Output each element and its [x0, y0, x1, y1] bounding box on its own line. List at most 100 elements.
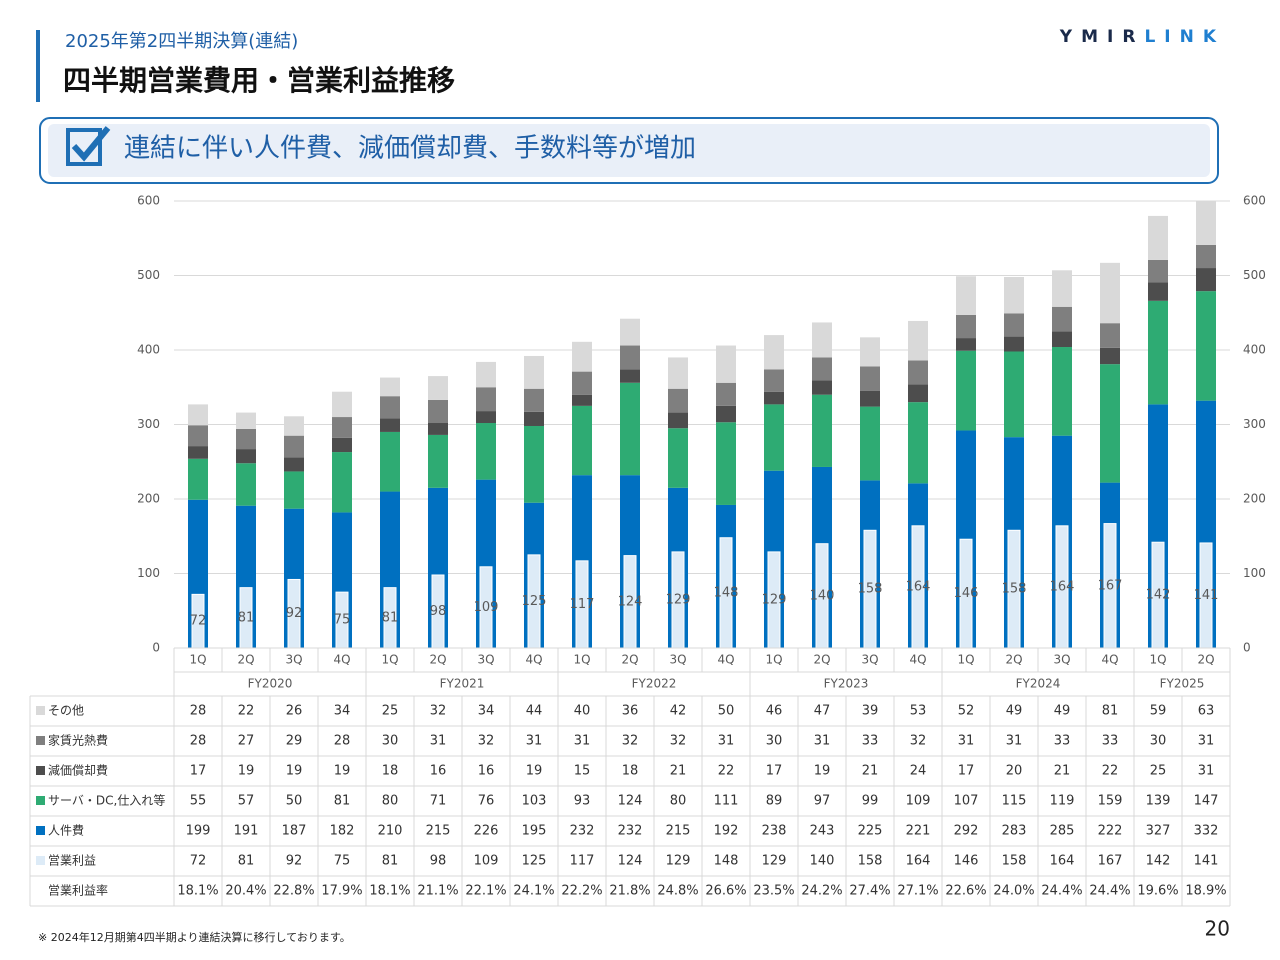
- table-cell: 22.6%: [945, 884, 986, 899]
- x-tick-label: 1Q: [573, 653, 590, 667]
- profit-label: 81: [382, 610, 399, 625]
- table-cell: 24.4%: [1089, 884, 1130, 899]
- table-cell: 18: [382, 764, 399, 779]
- bar-segment: [332, 437, 352, 453]
- bar-segment: [1100, 347, 1120, 365]
- table-cell: 19: [814, 764, 831, 779]
- logo-right: LINK: [1144, 27, 1225, 47]
- table-cell: 192: [714, 824, 739, 839]
- table-cell: 26.6%: [705, 884, 746, 899]
- legend-swatch: [36, 796, 45, 805]
- row-label: 営業利益率: [48, 883, 108, 898]
- table-cell: 142: [1146, 854, 1171, 869]
- bar-segment: [908, 402, 928, 484]
- bar-segment: [188, 458, 208, 500]
- bar-segment: [668, 412, 688, 429]
- bar-segment: [1148, 215, 1168, 260]
- table-cell: 332: [1194, 824, 1219, 839]
- table-cell: 72: [190, 854, 207, 869]
- table-cell: 32: [430, 704, 447, 719]
- bar-segment: [524, 355, 544, 389]
- table-cell: 30: [766, 734, 783, 749]
- bar-segment: [620, 369, 640, 383]
- bar-segment: [764, 404, 784, 471]
- table-cell: 141: [1194, 854, 1219, 869]
- table-cell: 33: [1102, 734, 1119, 749]
- y2-tick-label: 0: [1243, 641, 1251, 655]
- table-cell: 24.1%: [513, 884, 554, 899]
- bar-segment: [1004, 351, 1024, 438]
- table-cell: 111: [714, 794, 739, 809]
- table-cell: 81: [382, 854, 399, 869]
- table-cell: 22.1%: [465, 884, 506, 899]
- table-cell: 81: [334, 794, 351, 809]
- table-cell: 47: [814, 704, 831, 719]
- x-tick-label: 4Q: [1101, 653, 1118, 667]
- table-cell: 81: [238, 854, 255, 869]
- bar-segment: [284, 435, 304, 458]
- table-cell: 27.4%: [849, 884, 890, 899]
- table-cell: 158: [1002, 854, 1027, 869]
- table-cell: 140: [810, 854, 835, 869]
- x-tick-label: 2Q: [237, 653, 254, 667]
- profit-label: 81: [238, 610, 255, 625]
- profit-label: 141: [1194, 588, 1219, 603]
- table-cell: 32: [478, 734, 495, 749]
- x-tick-label: 2Q: [621, 653, 638, 667]
- table-cell: 80: [670, 794, 687, 809]
- table-cell: 21: [1054, 764, 1071, 779]
- table-cell: 71: [430, 794, 447, 809]
- bar-segment: [572, 341, 592, 372]
- bar-segment: [428, 376, 448, 400]
- table-cell: 199: [186, 824, 211, 839]
- table-cell: 16: [478, 764, 495, 779]
- bar-segment: [188, 404, 208, 426]
- legend-swatch: [36, 706, 45, 715]
- x-tick-label: 4Q: [333, 653, 350, 667]
- bar-segment: [1148, 282, 1168, 301]
- table-cell: 31: [958, 734, 975, 749]
- bar-segment: [620, 318, 640, 346]
- bar-segment: [956, 276, 976, 315]
- bar-segment: [1004, 336, 1024, 352]
- callout-fill: [48, 124, 1210, 177]
- bar-segment: [1100, 323, 1120, 348]
- table-cell: 18.9%: [1185, 884, 1226, 899]
- y-tick-label: 500: [137, 268, 160, 282]
- table-cell: 32: [910, 734, 927, 749]
- table-cell: 19.6%: [1137, 884, 1178, 899]
- table-cell: 19: [238, 764, 255, 779]
- bar-segment: [572, 394, 592, 406]
- x-tick-label: 3Q: [861, 653, 878, 667]
- bar-segment: [236, 412, 256, 429]
- bar-segment: [236, 428, 256, 450]
- bar-segment: [764, 369, 784, 392]
- table-cell: 221: [906, 824, 931, 839]
- legend-swatch: [36, 826, 45, 835]
- bar-segment: [236, 463, 256, 506]
- profit-label: 72: [190, 614, 207, 629]
- profit-label: 158: [1002, 582, 1027, 597]
- group-label: FY2020: [248, 677, 293, 691]
- table-cell: 327: [1146, 824, 1171, 839]
- table-cell: 24: [910, 764, 927, 779]
- bar-segment: [1148, 259, 1168, 283]
- header-accent: [36, 30, 40, 102]
- bar-segment: [716, 382, 736, 406]
- y2-tick-label: 100: [1243, 566, 1266, 580]
- x-tick-label: 4Q: [717, 653, 734, 667]
- profit-label: 129: [666, 592, 691, 607]
- bar-segment: [1052, 270, 1072, 307]
- bar-segment: [956, 314, 976, 339]
- table-cell: 50: [286, 794, 303, 809]
- bar-segment: [1052, 347, 1072, 436]
- table-cell: 24.0%: [993, 884, 1034, 899]
- table-cell: 22.8%: [273, 884, 314, 899]
- bar-segment: [812, 322, 832, 358]
- plot: [188, 201, 1216, 649]
- table-cell: 148: [714, 854, 739, 869]
- table-cell: 93: [574, 794, 591, 809]
- x-tick-label: 4Q: [525, 653, 542, 667]
- group-label: FY2024: [1016, 677, 1061, 691]
- table-cell: 283: [1002, 824, 1027, 839]
